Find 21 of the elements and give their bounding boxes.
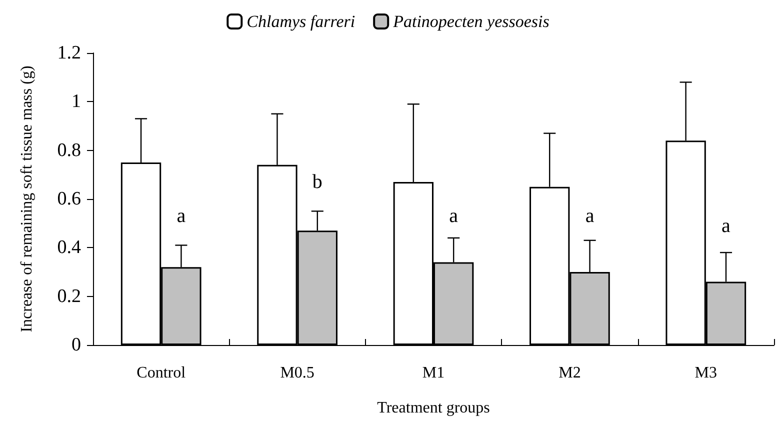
annotation: a: [585, 205, 594, 228]
legend-label: Patinopecten yessoesis: [392, 12, 550, 31]
annotation: a: [176, 205, 186, 228]
y-tick-label: 1.2: [57, 42, 81, 64]
x-axis-title: Treatment groups: [377, 400, 490, 416]
x-tick-label: M2: [558, 364, 581, 382]
x-tick-label: M3: [694, 364, 718, 382]
annotation: a: [722, 214, 731, 237]
y-tick-label: 0.2: [57, 286, 81, 307]
legend-label: Chlamys farreri: [246, 12, 356, 31]
x-tick-label: Control: [136, 364, 186, 382]
y-tick-label: 0.6: [57, 188, 81, 210]
y-tick-label: 1: [72, 91, 81, 112]
annotation: b: [312, 170, 322, 193]
y-axis-title: Increase of remaining soft tissue mass (g): [18, 66, 36, 332]
y-tick-label: 0: [72, 334, 81, 356]
y-tick-label: 0.4: [57, 237, 82, 258]
x-tick-label: M1: [422, 364, 445, 382]
annotation: a: [449, 205, 458, 228]
x-tick-label: M0.5: [280, 364, 314, 382]
y-tick-label: 0.8: [57, 140, 81, 161]
